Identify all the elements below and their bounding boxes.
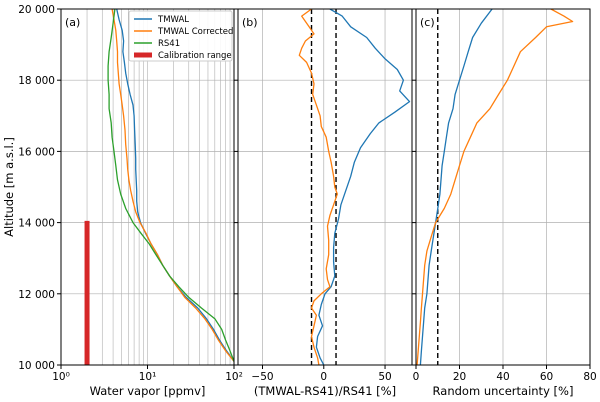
panel-c-lines xyxy=(416,9,574,365)
y-axis-label: Altitude [m a.s.l.] xyxy=(2,137,16,237)
y-tick-label: 18 000 xyxy=(18,75,55,87)
y-tick-label: 16 000 xyxy=(18,146,55,158)
panel-c: 0 20 40 60 80 (c) Random uncertainty [%] xyxy=(412,8,597,398)
panel-c-series-tmwal-corrected xyxy=(416,9,574,365)
panel-c-x-tick-label: 20 xyxy=(453,371,466,383)
panel-a-lines xyxy=(84,9,234,365)
panel-b-x-tick-label: −50 xyxy=(251,371,273,383)
panel-b-x-tick-label: 0 xyxy=(320,371,327,383)
panel-c-grid xyxy=(415,8,591,366)
panel-b-frame xyxy=(237,8,413,366)
y-tick-label: 12 000 xyxy=(18,289,55,301)
panel-b-x-tick-label: 50 xyxy=(378,371,391,383)
legend-label-rs41: RS41 xyxy=(158,39,180,49)
panel-b-series-tmwal-corrected xyxy=(298,9,338,365)
panel-b-label: (b) xyxy=(242,16,258,29)
panel-c-frame xyxy=(415,8,591,366)
panel-c-ticks: 0 20 40 60 80 xyxy=(412,8,597,383)
panel-c-x-tick-label: 40 xyxy=(496,371,509,383)
panel-a-x-tick-label: 10² xyxy=(225,371,243,383)
panel-a-series-tmwal-corrected xyxy=(111,9,234,362)
panel-b-ticks: −50 0 50 xyxy=(234,8,392,383)
panel-a-x-tick-label: 10⁰ xyxy=(52,371,70,383)
panel-c-x-tick-label: 60 xyxy=(540,371,553,383)
panel-a-xlabel: Water vapor [ppmv] xyxy=(90,384,206,398)
legend-label-tmwal: TMWAL xyxy=(157,15,189,25)
panel-c-xlabel: Random uncertainty [%] xyxy=(433,384,574,398)
legend-box xyxy=(128,10,233,62)
panel-b: −50 0 50 (b) (TMWAL-RS41)/RS41 [%] xyxy=(234,8,413,398)
legend-label-tmwal-corrected: TMWAL Corrected xyxy=(157,27,233,37)
legend: TMWAL TMWAL Corrected RS41 Calibration r… xyxy=(128,10,233,62)
panel-a-series-rs41 xyxy=(107,9,234,362)
panel-a-x-tick-label: 10¹ xyxy=(139,371,157,383)
panel-c-series-tmwal xyxy=(419,9,493,365)
panel-b-lines xyxy=(298,9,411,365)
panel-a: 10⁰ 10¹ 10² 10 000 12 000 14 000 16 000 18 000 2… xyxy=(18,4,243,398)
panel-a-label: (a) xyxy=(65,16,80,29)
legend-label-calibration: Calibration range xyxy=(158,51,232,61)
y-tick-label: 14 000 xyxy=(18,218,55,230)
panel-a-ticks: 10⁰ 10¹ 10² 10 000 12 000 14 000 16 000 18 000 2… xyxy=(18,4,243,383)
y-tick-label: 20 000 xyxy=(18,4,55,16)
panel-b-series-tmwal xyxy=(315,9,411,365)
panel-c-label: (c) xyxy=(420,16,435,29)
panel-c-x-tick-label: 0 xyxy=(413,371,420,383)
panel-a-series-tmwal xyxy=(116,9,234,362)
panel-b-xlabel: (TMWAL-RS41)/RS41 [%] xyxy=(254,384,396,398)
y-tick-label: 10 000 xyxy=(18,360,55,372)
panel-b-grid xyxy=(238,8,412,366)
panel-a-frame xyxy=(60,8,235,366)
panel-c-x-tick-label: 80 xyxy=(583,371,596,383)
